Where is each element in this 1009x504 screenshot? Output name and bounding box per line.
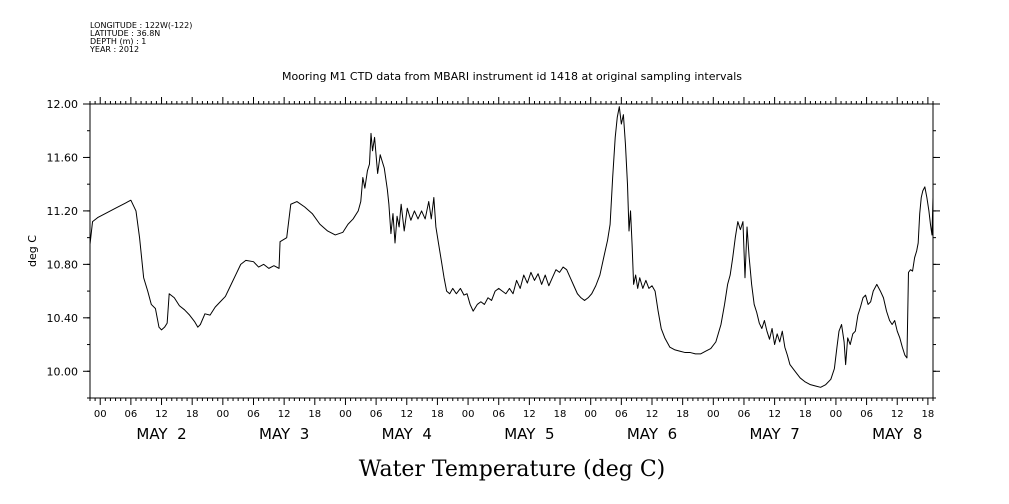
x-day-label: MAY 5: [504, 425, 554, 443]
y-tick-label: 11.20: [47, 205, 79, 218]
x-tick-label: 18: [676, 409, 689, 420]
x-tick-label: 06: [615, 409, 628, 420]
chart-title: Mooring M1 CTD data from MBARI instrumen…: [282, 70, 742, 83]
x-tick-label: 06: [492, 409, 505, 420]
x-day-label: MAY 8: [872, 425, 922, 443]
meta-depth: DEPTH (m) : 1: [90, 37, 147, 46]
x-tick-label: 06: [370, 409, 383, 420]
x-tick-label: 18: [799, 409, 812, 420]
x-axis-label: Water Temperature (deg C): [359, 457, 666, 482]
meta-latitude: LATITUDE : 36.8N: [90, 29, 161, 38]
x-tick-label: 00: [462, 409, 475, 420]
y-axis-label: deg C: [26, 235, 39, 267]
y-tick-label: 11.60: [47, 151, 79, 164]
x-day-label: MAY 6: [627, 425, 677, 443]
x-axis: 00 06 12 18 00 06 12 18 00 06 12 18 00 06 12 18 00 06 12 18…: [89, 97, 935, 443]
metadata-block: LONGITUDE : 122W(-122) LATITUDE : 36.8N …: [90, 22, 192, 54]
x-tick-label: 12: [891, 409, 904, 420]
x-tick-label: 18: [186, 409, 199, 420]
y-tick-label: 10.80: [47, 258, 79, 271]
x-tick-label: 06: [247, 409, 260, 420]
x-tick-label: 12: [646, 409, 659, 420]
series-line: [89, 106, 934, 388]
meta-longitude: LONGITUDE : 122W(-122): [90, 21, 193, 30]
x-tick-label: 18: [431, 409, 444, 420]
x-tick-label: 06: [860, 409, 873, 420]
x-tick-label: 00: [707, 409, 720, 420]
x-tick-label: 18: [922, 409, 935, 420]
x-tick-label: 12: [278, 409, 291, 420]
y-tick-label: 10.00: [47, 365, 79, 378]
x-tick-label: 06: [125, 409, 138, 420]
x-tick-label: 00: [584, 409, 597, 420]
meta-year: YEAR : 2012: [90, 45, 140, 54]
x-tick-label: 18: [308, 409, 321, 420]
x-day-label: MAY 3: [259, 425, 309, 443]
x-tick-label: 00: [830, 409, 843, 420]
x-tick-label: 12: [400, 409, 413, 420]
x-tick-label: 12: [523, 409, 536, 420]
x-day-label: MAY 7: [749, 425, 799, 443]
x-tick-label: 06: [738, 409, 751, 420]
series-group: [89, 106, 934, 388]
x-tick-label: 12: [768, 409, 781, 420]
x-day-label: MAY 4: [382, 425, 432, 443]
y-tick-label: 10.40: [47, 312, 79, 325]
x-tick-label: 00: [339, 409, 352, 420]
y-axis: 12.00 11.60 11.20 10.80 10.40 10.00: [47, 98, 940, 399]
plot-frame: [89, 103, 934, 399]
x-tick-label: 12: [155, 409, 168, 420]
x-day-label: MAY 2: [136, 425, 186, 443]
x-tick-label: 18: [554, 409, 567, 420]
x-tick-label: 00: [216, 409, 229, 420]
x-tick-label: 00: [94, 409, 107, 420]
y-tick-label: 12.00: [47, 98, 79, 111]
